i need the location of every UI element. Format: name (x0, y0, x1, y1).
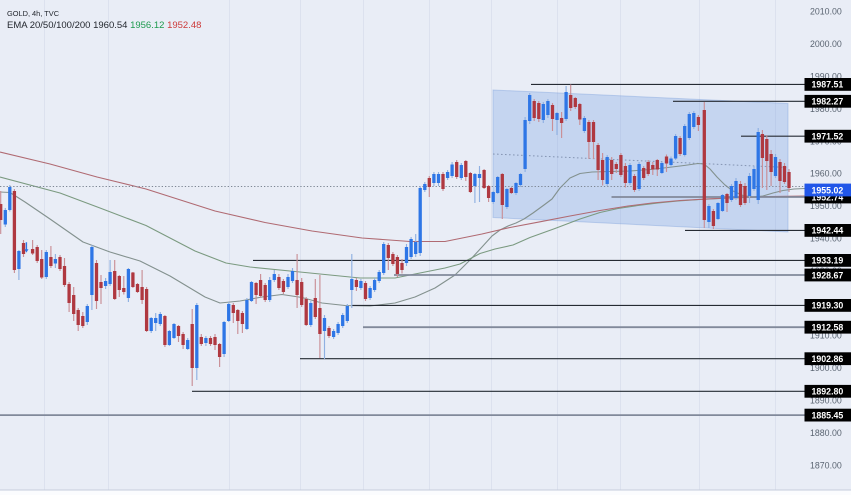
svg-text:1971.52: 1971.52 (812, 132, 844, 142)
svg-text:1892.80: 1892.80 (812, 387, 844, 397)
svg-text:1950.00: 1950.00 (810, 201, 842, 211)
svg-text:1940.00: 1940.00 (810, 234, 842, 244)
svg-text:1928.67: 1928.67 (812, 270, 844, 280)
svg-text:2000.00: 2000.00 (810, 39, 842, 49)
svg-text:1952.74: 1952.74 (812, 192, 844, 202)
svg-text:1942.44: 1942.44 (812, 226, 844, 236)
svg-text:1900.00: 1900.00 (810, 363, 842, 373)
svg-text:1980.00: 1980.00 (810, 104, 842, 114)
svg-text:1987.51: 1987.51 (812, 80, 844, 90)
svg-text:1982.27: 1982.27 (812, 97, 844, 107)
svg-text:1990.00: 1990.00 (810, 72, 842, 82)
svg-text:1880.00: 1880.00 (810, 428, 842, 438)
svg-text:1870.00: 1870.00 (810, 460, 842, 470)
svg-text:1960.00: 1960.00 (810, 169, 842, 179)
svg-text:1912.58: 1912.58 (812, 323, 844, 333)
svg-text:1885.45: 1885.45 (812, 410, 844, 420)
svg-text:1910.00: 1910.00 (810, 331, 842, 341)
svg-text:2010.00: 2010.00 (810, 7, 842, 17)
svg-text:1919.30: 1919.30 (812, 301, 844, 311)
svg-text:1955.02: 1955.02 (812, 185, 844, 195)
svg-text:GOLD, 4h, TVC: GOLD, 4h, TVC (7, 9, 60, 18)
svg-text:1933.19: 1933.19 (812, 256, 844, 266)
svg-text:EMA 20/50/100/200 1960.54 19: EMA 20/50/100/200 1960.54 1956.12 1952.4… (7, 20, 201, 31)
svg-text:1902.86: 1902.86 (812, 354, 844, 364)
svg-text:1890.00: 1890.00 (810, 396, 842, 406)
